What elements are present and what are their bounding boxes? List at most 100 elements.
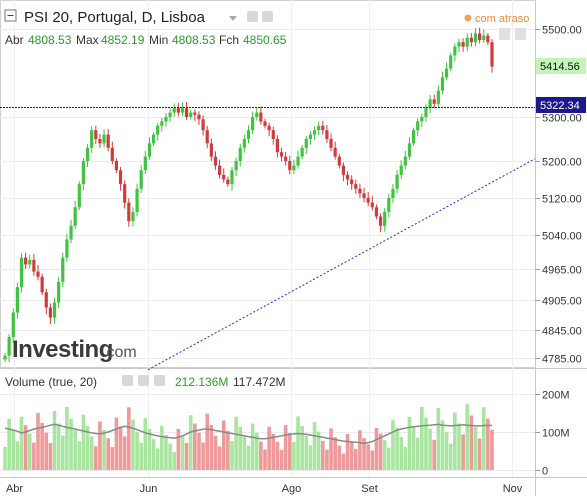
candle-body	[378, 216, 383, 226]
price-tick-label: 4785.00	[542, 354, 582, 366]
candle-body	[321, 125, 325, 131]
volume-tick-label: 100M	[542, 428, 570, 440]
candlestick-series	[3, 27, 494, 363]
price-tick-label: 5120.00	[542, 194, 582, 206]
candle-body	[445, 68, 449, 78]
volume-bar	[168, 443, 172, 470]
price-tick-label: 4905.00	[542, 296, 582, 308]
volume-bar	[271, 434, 276, 470]
candle-body	[461, 42, 465, 47]
candle-body	[189, 112, 193, 117]
candle-body	[478, 33, 482, 40]
candle-body	[440, 77, 445, 91]
candle-body	[32, 259, 36, 272]
volume-bar	[217, 446, 222, 470]
volume-bar	[184, 443, 189, 470]
ohlc-high-value: 4852.19	[101, 33, 145, 47]
candle-body	[449, 55, 453, 69]
candle-body	[160, 121, 164, 126]
trend-line[interactable]	[147, 158, 536, 371]
volume-bar	[27, 433, 32, 470]
candle-body	[255, 112, 259, 117]
volume-bar	[349, 441, 354, 470]
scale-icon[interactable]	[499, 28, 510, 40]
candle-body	[259, 112, 263, 122]
volume-bar	[127, 407, 131, 470]
volume-bar	[32, 442, 36, 470]
candle-body	[147, 143, 152, 157]
candle-body	[238, 147, 242, 161]
candle-body	[19, 257, 24, 288]
volume-bar	[283, 425, 288, 470]
candle-body	[383, 211, 387, 226]
candle-body	[209, 143, 213, 157]
candle-body	[201, 119, 205, 131]
volume-bar	[180, 435, 185, 470]
close-icon[interactable]	[262, 11, 273, 22]
volume-bar	[267, 426, 271, 470]
candle-body	[300, 147, 304, 157]
volume-bar	[358, 430, 362, 470]
volume-bar	[300, 426, 304, 470]
candle-body	[69, 225, 73, 240]
line-price-label: 5322.34	[540, 100, 580, 112]
volume-gear-icon[interactable]	[138, 375, 149, 386]
volume-bar	[325, 449, 329, 470]
candle-body	[77, 184, 81, 208]
chart-title: PSI 20, Portugal, D, Lisboa	[24, 9, 206, 26]
candle-body	[226, 179, 230, 185]
volume-bar	[188, 415, 193, 470]
candle-body	[465, 37, 469, 47]
volume-ma-polyline	[4, 423, 493, 445]
candle-body	[118, 170, 123, 185]
candle-body	[416, 121, 420, 131]
volume-bar	[143, 418, 148, 470]
candle-body	[411, 130, 416, 144]
candle-body	[28, 259, 32, 265]
volume-bar	[209, 424, 214, 470]
candle-body	[482, 35, 486, 40]
volume-bar	[354, 449, 358, 470]
volume-bar	[147, 428, 152, 470]
volume-bar	[366, 444, 370, 470]
volume-bar	[341, 453, 346, 470]
volume-bar	[193, 423, 197, 470]
volume-close-icon[interactable]	[154, 375, 165, 386]
volume-bar	[304, 435, 309, 470]
volume-bar	[69, 418, 73, 470]
candle-body	[81, 161, 86, 185]
ohlc-close-value: 4850.65	[243, 33, 287, 47]
volume-bar	[461, 434, 465, 470]
trend-line-segment[interactable]	[147, 158, 536, 371]
volume-bar	[399, 436, 404, 470]
candle-body	[7, 337, 11, 356]
candle-body	[135, 188, 139, 212]
candle-body	[184, 108, 189, 117]
volume-title: Volume (true, 20)	[5, 375, 97, 389]
candle-body	[94, 130, 98, 139]
volume-bar	[477, 438, 482, 470]
volume-bar	[420, 406, 424, 470]
candle-body	[11, 312, 15, 337]
volume-bar	[52, 410, 57, 470]
volume-bar	[11, 430, 16, 470]
candle-body	[176, 108, 180, 113]
price-tick-label: 5040.00	[542, 231, 582, 243]
candle-body	[156, 125, 160, 135]
volume-settings-icon[interactable]	[122, 375, 133, 386]
volume-bar	[85, 426, 90, 470]
candle-body	[366, 198, 370, 203]
candle-body	[350, 179, 354, 185]
candle-body	[333, 147, 337, 157]
candle-body	[420, 117, 424, 122]
settings-icon[interactable]	[247, 11, 258, 22]
candle-body	[275, 139, 279, 153]
title-dropdown-icon[interactable]	[229, 16, 237, 21]
candle-body	[218, 165, 222, 175]
volume-tick-label: 200M	[542, 390, 570, 402]
volume-bar	[81, 414, 86, 470]
volume-axis: 200M 100M 0	[535, 390, 570, 478]
candle-body	[193, 112, 197, 115]
scroll-icon[interactable]	[515, 28, 526, 40]
